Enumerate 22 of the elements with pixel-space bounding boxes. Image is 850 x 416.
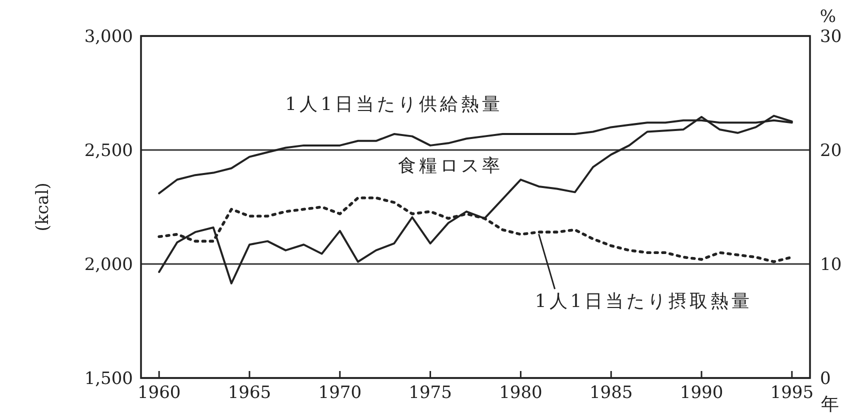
x-tick-label: 1990 — [680, 383, 724, 403]
series-label: 1人1日当たり供給熱量 — [285, 94, 504, 116]
y2-tick-label: 30 — [820, 27, 842, 47]
y-axis-title: (kcal) — [33, 182, 53, 232]
y-tick-label: 1,500 — [84, 369, 133, 389]
series-label: 1人1日当たり摂取熱量 — [534, 291, 753, 312]
x-tick-label: 1985 — [589, 383, 633, 403]
y-tick-label: 3,000 — [84, 27, 133, 47]
y2-tick-label: 20 — [820, 141, 842, 161]
x-tick-label: 1975 — [408, 383, 452, 403]
series-label: 食糧ロス率 — [398, 156, 504, 177]
y2-tick-label: 0 — [820, 369, 831, 389]
x-tick-label: 1970 — [318, 383, 362, 403]
y2-tick-label: 10 — [820, 255, 842, 275]
x-tick-label: 1960 — [137, 383, 181, 403]
x-tick-label: 1965 — [228, 383, 272, 403]
y-tick-label: 2,500 — [84, 141, 133, 161]
y2-axis-title: % — [820, 7, 836, 27]
x-axis-title: 年 — [821, 394, 839, 415]
x-tick-label: 1995 — [770, 383, 814, 403]
x-tick-label: 1980 — [499, 383, 542, 403]
y-tick-label: 2,000 — [84, 255, 133, 275]
